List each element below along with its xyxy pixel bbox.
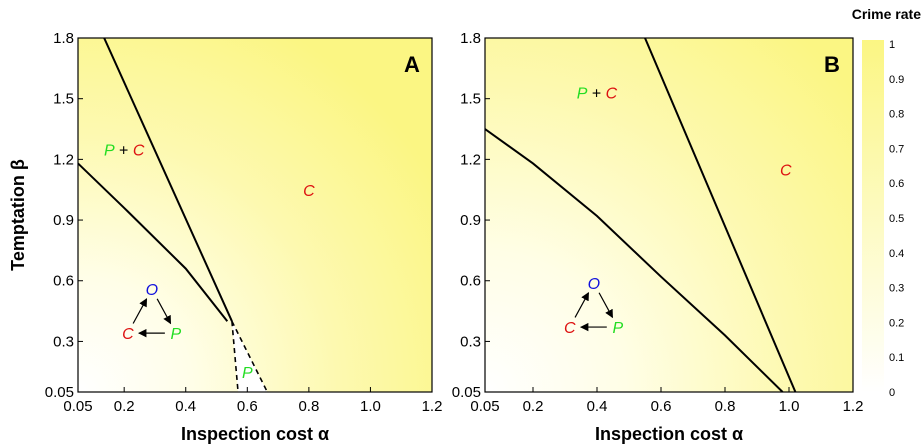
colorbar-tick-label: 0.6 [889, 178, 904, 190]
cycle-arrow-c-o [132, 298, 148, 324]
panel-a-ylabel: Temptation β [8, 159, 28, 271]
x-tick-label: 1.2 [422, 398, 443, 415]
y-tick-label: 1.5 [460, 91, 481, 108]
region-label: P + C [104, 142, 145, 159]
region-label: C [780, 163, 792, 180]
y-tick-label: 0.6 [460, 273, 481, 290]
cycle-label-c: C [122, 326, 134, 343]
region-label: P [242, 365, 253, 382]
colorbar-tick-label: 0.9 [889, 74, 904, 86]
phase-boundary-dashed [231, 320, 269, 392]
x-tick-label: 0.05 [470, 398, 499, 415]
x-tick-label: 1.0 [779, 398, 800, 415]
x-tick-label: 1.0 [360, 398, 381, 415]
cycle-label-p: P [171, 326, 182, 343]
y-tick-label: 0.05 [452, 384, 481, 401]
colorbar-tick-label: 1 [889, 39, 895, 51]
y-tick-label: 0.9 [53, 212, 74, 229]
colorbar-tick-label: 0.7 [889, 143, 904, 155]
y-tick-label: 0.6 [53, 273, 74, 290]
x-tick-label: 0.8 [715, 398, 736, 415]
panel-b-background [485, 38, 853, 392]
panel-b-frame [484, 37, 854, 393]
colorbar: Crime rate 1 0.9 0.8 0.7 0.6 0.5 0.4 0.3 0.2 0.1 0 [852, 6, 921, 399]
panel-a-letter: A [404, 52, 420, 77]
panel-b-xlabel: Inspection cost α [595, 424, 743, 444]
x-tick-label: 0.4 [587, 398, 608, 415]
cycle-label-o: O [146, 282, 158, 299]
colorbar-tick-label: 0.8 [889, 109, 904, 121]
cycle-arrow-c-o [574, 292, 590, 318]
panel-a-frame [77, 37, 433, 393]
y-tick-label: 1.2 [460, 151, 481, 168]
panel-a-xlabel: Inspection cost α [181, 424, 329, 444]
phase-boundary-dashed [231, 321, 239, 392]
cycle-arrow-o-p [156, 298, 172, 325]
phase-boundary-solid [485, 128, 784, 392]
y-tick-label: 0.9 [460, 212, 481, 229]
phase-boundary-solid [644, 38, 797, 392]
phase-boundary-solid [78, 162, 229, 322]
colorbar-gradient [862, 40, 884, 392]
x-tick-label: 1.2 [843, 398, 864, 415]
y-tick-label: 1.5 [53, 91, 74, 108]
x-tick-label: 0.2 [523, 398, 544, 415]
y-tick-label: 0.3 [460, 333, 481, 350]
y-tick-label: 0.05 [45, 384, 74, 401]
y-tick-label: 1.2 [53, 151, 74, 168]
panel-b: P + C C O P C B 0.05 0.2 0.4 0.6 0.8 1.0 1.2 0.05 0.… [452, 30, 864, 444]
panel-b-letter: B [824, 52, 840, 77]
panel-a: P + C C P O P C A 0.05 0.2 0.4 0.6 0.8 1.0 1.2 0.05 0… [8, 30, 442, 444]
cycle-label-p: P [612, 320, 623, 337]
panel-a-background [78, 38, 432, 392]
colorbar-title: Crime rate [852, 6, 921, 22]
y-tick-label: 1.8 [460, 30, 481, 47]
colorbar-tick-label: 0.3 [889, 283, 904, 295]
colorbar-tick-label: 0.4 [889, 248, 904, 260]
colorbar-tick-label: 0.2 [889, 317, 904, 329]
y-tick-label: 1.8 [53, 30, 74, 47]
x-tick-label: 0.2 [114, 398, 135, 415]
region-label: P + C [577, 86, 618, 103]
x-tick-label: 0.6 [651, 398, 672, 415]
colorbar-tick-label: 0.5 [889, 213, 904, 225]
cycle-arrow-o-p [598, 292, 614, 319]
region-label: C [303, 183, 315, 200]
y-tick-label: 0.3 [53, 333, 74, 350]
x-tick-label: 0.6 [237, 398, 258, 415]
cycle-label-o: O [588, 276, 600, 293]
cycle-label-c: C [564, 320, 576, 337]
colorbar-tick-label: 0.1 [889, 352, 904, 364]
phase-boundary-solid [103, 38, 233, 322]
x-tick-label: 0.05 [63, 398, 92, 415]
x-tick-label: 0.8 [298, 398, 319, 415]
x-tick-label: 0.4 [175, 398, 196, 415]
colorbar-tick-label: 0 [889, 387, 895, 399]
